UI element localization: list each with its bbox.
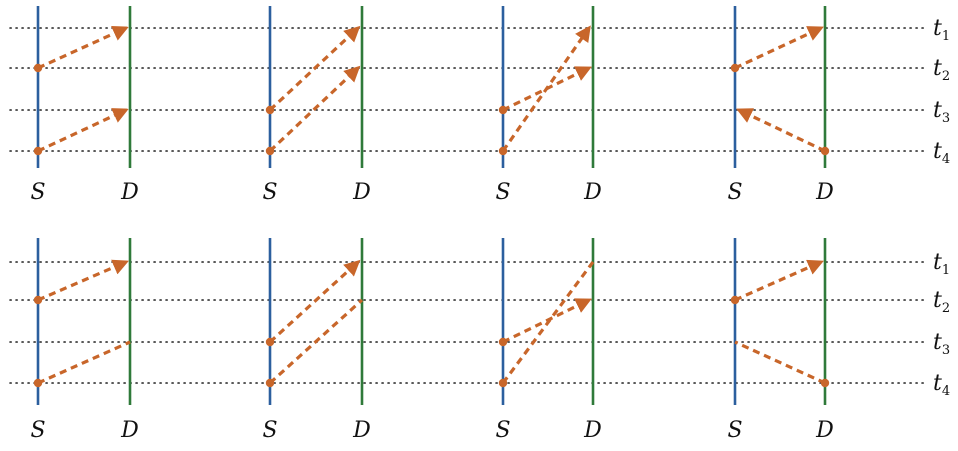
- source-label: S: [30, 180, 45, 205]
- destination-label: D: [120, 418, 139, 443]
- message-arrow: [268, 259, 361, 344]
- message-arrow: [502, 298, 592, 344]
- message-arrow: [734, 340, 826, 385]
- time-label: t4: [933, 139, 950, 167]
- source-label: S: [727, 418, 742, 443]
- send-event-dot: [730, 295, 740, 305]
- send-event-dot: [265, 146, 275, 156]
- destination-label: D: [583, 180, 602, 205]
- message-arrow: [37, 26, 129, 70]
- message-arrow: [268, 25, 361, 112]
- time-label-index: 3: [942, 111, 950, 126]
- source-label: S: [495, 180, 510, 205]
- time-label-index: 3: [942, 343, 950, 358]
- time-label-index: 1: [942, 29, 950, 44]
- message-arrow: [268, 298, 364, 385]
- time-label-index: 2: [942, 69, 950, 84]
- send-event-dot: [498, 337, 508, 347]
- message-arrow: [37, 259, 129, 302]
- time-label: t4: [933, 371, 950, 399]
- time-label-index: 1: [942, 263, 950, 278]
- time-label: t3: [933, 98, 950, 126]
- send-event-dot: [265, 378, 275, 388]
- source-label: S: [727, 180, 742, 205]
- send-event-dot: [33, 146, 43, 156]
- message-arrow: [736, 108, 826, 153]
- message-arrow: [734, 259, 824, 302]
- send-event-dot: [820, 378, 830, 388]
- message-arrow: [37, 108, 129, 153]
- send-event-dot: [498, 105, 508, 115]
- send-event-dot: [498, 146, 508, 156]
- message-arrow: [268, 65, 361, 153]
- source-label: S: [30, 418, 45, 443]
- time-label: t3: [933, 330, 950, 358]
- destination-label: D: [352, 418, 371, 443]
- time-label: t2: [933, 288, 950, 316]
- message-arrow: [501, 25, 591, 152]
- time-label: t1: [933, 16, 950, 44]
- destination-label: D: [583, 418, 602, 443]
- time-label: t2: [933, 56, 950, 84]
- send-event-dot: [265, 337, 275, 347]
- send-event-dot: [33, 63, 43, 73]
- time-label-index: 2: [942, 301, 950, 316]
- send-event-dot: [33, 378, 43, 388]
- send-event-dot: [730, 63, 740, 73]
- source-label: S: [262, 180, 277, 205]
- message-arrow: [501, 261, 595, 384]
- time-label-index: 4: [942, 152, 950, 167]
- destination-label: D: [815, 418, 834, 443]
- destination-label: D: [352, 180, 371, 205]
- destination-label: D: [815, 180, 834, 205]
- source-label: S: [495, 418, 510, 443]
- send-event-dot: [498, 378, 508, 388]
- message-arrow: [734, 26, 824, 70]
- time-label: t1: [933, 250, 950, 278]
- destination-label: D: [120, 180, 139, 205]
- message-arrow: [502, 66, 592, 112]
- send-event-dot: [820, 146, 830, 156]
- time-label-index: 4: [942, 384, 950, 399]
- send-event-dot: [33, 295, 43, 305]
- message-arrow: [37, 340, 131, 385]
- send-event-dot: [265, 105, 275, 115]
- source-label: S: [262, 418, 277, 443]
